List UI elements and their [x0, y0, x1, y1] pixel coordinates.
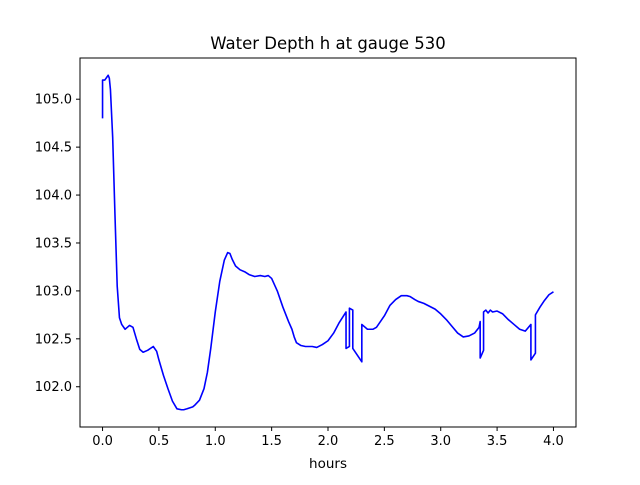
x-tick-label: 3.0 — [430, 434, 451, 449]
y-tick-label: 103.5 — [35, 236, 72, 251]
y-tick-label: 104.0 — [35, 189, 72, 204]
x-tick-label: 1.0 — [205, 434, 226, 449]
y-tick-label: 103.0 — [35, 284, 72, 299]
x-tick-label: 0.5 — [149, 434, 170, 449]
plot-layer — [101, 74, 554, 411]
y-tick-label: 104.5 — [35, 141, 72, 156]
x-axis-label: hours — [309, 456, 347, 472]
y-tick-label: 102.0 — [35, 380, 72, 395]
y-axis: 102.0 102.5 103.0 103.5 104.0 104.5 105.0 — [35, 93, 80, 395]
chart-title: Water Depth h at gauge 530 — [210, 34, 445, 53]
plot-frame — [79, 57, 577, 428]
x-tick-label: 3.5 — [487, 434, 508, 449]
series-line-0 — [101, 74, 554, 411]
x-tick-label: 2.0 — [318, 434, 339, 449]
y-tick-label: 105.0 — [35, 93, 72, 108]
y-tick-label: 102.5 — [35, 332, 72, 347]
x-tick-label: 1.5 — [261, 434, 282, 449]
x-tick-label: 0.0 — [92, 434, 113, 449]
x-tick-label: 2.5 — [374, 434, 395, 449]
x-axis: 0.0 0.5 1.0 1.5 2.0 2.5 3.0 3.5 4.0 — [92, 427, 564, 449]
x-tick-label: 4.0 — [543, 434, 564, 449]
